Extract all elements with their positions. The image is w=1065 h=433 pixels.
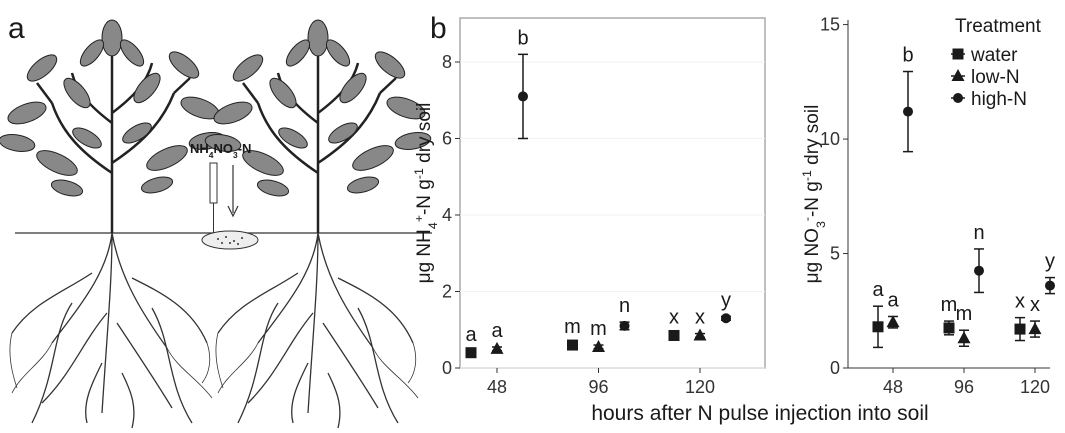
illustration-label-part: 4 [209,150,214,160]
plant [0,18,228,430]
significance-letter: m [564,316,581,338]
x-tick-label: 120 [1020,377,1050,397]
significance-letter: a [872,279,884,301]
marker [957,331,971,344]
marker [953,93,963,103]
y-axis-label-part: dry soil [802,105,823,170]
y-tick-label: 5 [830,244,840,264]
marker [518,91,528,102]
illustration [0,18,434,430]
significance-letter: y [1045,251,1055,273]
plot-frame [459,17,766,369]
marker [619,320,630,331]
injector [209,162,218,204]
y-axis-label-part: μg NH [414,229,435,283]
significance-letter: a [491,320,503,342]
significance-letter: n [619,295,630,317]
significance-letter: b [902,45,913,67]
legend-title: Treatment [955,16,1042,37]
x-tick-label: 120 [685,377,715,397]
injection-zone [201,230,259,250]
y-axis-label-part: -N g [414,179,435,215]
arrow-head [227,205,239,218]
marker [592,339,605,352]
y-axis-label-part: -1 [412,168,426,179]
marker [693,328,707,341]
significance-letter: b [517,27,528,49]
x-tick-label: 48 [883,377,903,397]
significance-letter: a [887,289,899,311]
chart: 0 2 4 6 8 48 96 120 a m x a m x b n y [442,17,766,397]
legend-label: low-N [971,67,1020,88]
y-tick-label: 10 [820,129,840,149]
marker [943,322,955,334]
y-axis-label-part: μg NO [802,228,823,283]
y-tick-label: 2 [442,281,452,301]
marker [668,329,680,341]
legend-label: high-N [971,89,1027,110]
illustration-label-part: NO [213,141,233,156]
y-axis-label-part: -1 [800,170,814,181]
marker [974,265,984,276]
marker [952,48,964,60]
significance-letter: a [465,324,477,346]
y-axis-label-part: 4 [426,222,440,229]
y-tick-label: 6 [442,128,452,148]
dots [217,236,243,245]
y-tick-label: 0 [442,358,452,378]
y-axis-label: μg NO3--N g-1 dry soil [800,105,828,284]
significance-letter: m [590,318,607,340]
significance-letter: x [1015,291,1025,313]
significance-letter: y [721,289,731,311]
plant [202,18,434,430]
significance-letter: m [956,303,973,325]
marker [490,341,504,354]
illustration-label-part: 3 [233,150,238,160]
x-tick-label: 96 [588,377,608,397]
y-axis-label-part: 3 [814,221,828,228]
illustration-label-part: -N [238,141,252,156]
x-tick-label: 48 [487,377,507,397]
marker [1028,322,1042,335]
marker [903,106,913,117]
y-tick-label: 8 [442,52,452,72]
illustration-label: NH4NO3-N [190,141,251,160]
marker [567,339,578,351]
significance-letter: x [669,307,679,329]
significance-letter: x [1030,294,1040,316]
y-axis-label-part: -N g [802,181,823,217]
y-tick-label: 0 [830,358,840,378]
legend-label: water [970,45,1018,66]
marker [951,69,965,81]
y-axis-label-part: + [412,215,426,222]
panel-label: b [430,12,447,45]
chart: 0 5 10 15 48 96 120 a m x a m x b n y Treatment waterlow-… [820,15,1055,397]
significance-letter: n [973,222,984,244]
panel-label: a [8,12,25,45]
illustration-label-part: NH [190,141,209,156]
x-tick-label: 96 [954,377,974,397]
x-axis-label: hours after N pulse injection into soil [591,402,928,425]
y-tick-label: 4 [442,205,452,225]
marker [872,321,884,333]
significance-letter: x [695,307,705,329]
y-axis-label: μg NH4+-N g-1 dry soil [412,103,440,284]
marker [465,347,477,359]
y-axis-label-part: dry soil [414,103,435,168]
significance-letter: m [941,294,958,316]
y-axis-label-part: - [800,217,814,221]
marker [1045,280,1055,291]
y-tick-label: 15 [820,15,840,35]
marker [721,313,731,324]
marker [886,315,900,328]
marker [1014,323,1026,335]
